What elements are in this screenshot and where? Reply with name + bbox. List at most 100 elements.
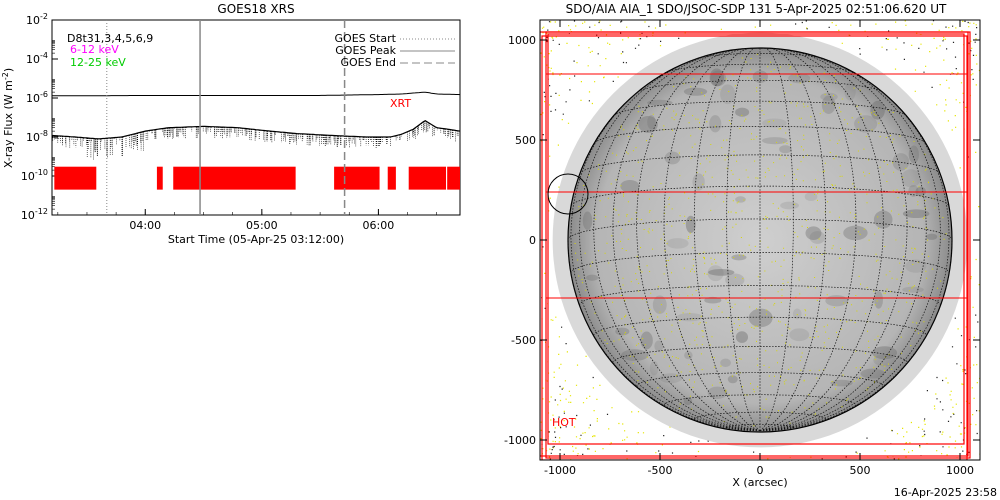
aia-dark-feature xyxy=(735,107,750,117)
goes-ylabel-main: X-ray Flux (W m xyxy=(2,80,15,168)
aia-grid-lines xyxy=(567,47,953,432)
aia-dark-feature xyxy=(789,328,810,342)
goes-noise-path xyxy=(52,120,459,160)
aia-dark-feature xyxy=(735,196,746,203)
goes-x-tick-label: 06:00 xyxy=(363,219,395,232)
aia-dark-feature xyxy=(640,331,653,350)
xrt-label: XRT xyxy=(390,97,411,110)
aia-title: SDO/AIA AIA_1 SDO/JSOC-SDP 131 5-Apr-202… xyxy=(566,2,947,16)
goes-title: GOES18 XRS xyxy=(217,2,294,16)
aia-dark-feature xyxy=(652,295,667,314)
xrt-coverage-bar xyxy=(334,166,380,190)
aia-dark-feature xyxy=(870,100,885,120)
aia-fov-boxes xyxy=(540,31,971,460)
aia-x-axis: -1000 -500 0 500 1000 xyxy=(544,20,974,477)
aia-dark-feature xyxy=(748,308,773,328)
goes-ylabel-unit-exp: -2 xyxy=(1,72,10,80)
aia-dark-feature xyxy=(902,286,924,293)
aia-dark-feature xyxy=(843,225,868,241)
aia-y-tick-label: -500 xyxy=(511,334,536,347)
aia-dark-feature xyxy=(684,351,693,360)
aia-dark-feature xyxy=(926,233,938,240)
aia-dark-feature xyxy=(692,173,705,191)
aia-x-tick-label: 0 xyxy=(757,464,764,477)
aia-dark-feature xyxy=(854,115,878,133)
aia-dark-feature xyxy=(582,211,593,230)
aia-dark-feature xyxy=(780,201,799,210)
aia-dark-feature xyxy=(762,118,787,128)
aia-dark-feature xyxy=(685,215,696,234)
aia-dark-feature xyxy=(873,354,896,367)
aia-xlabel: X (arcsec) xyxy=(732,476,787,489)
aia-dark-feature xyxy=(647,115,656,130)
xrt-coverage-bar xyxy=(408,166,447,190)
goes-chart: GOES18 XRS 10-12 10-10 10-8 10-6 10-4 10-2 04… xyxy=(1,2,461,246)
aia-dark-feature xyxy=(804,192,818,202)
aia-dark-feature xyxy=(709,115,722,133)
aia-y-axis: -1000 -500 0 500 1000 xyxy=(504,34,980,447)
aia-dark-feature xyxy=(908,145,919,164)
aia-dark-feature xyxy=(709,68,725,87)
aia-dark-feature xyxy=(874,291,883,309)
aia-heliographic-grid xyxy=(567,47,953,432)
xrt-coverage-bars xyxy=(54,166,460,190)
aia-dark-feature xyxy=(779,145,792,154)
aia-dark-feature xyxy=(654,340,664,352)
aia-dark-feature xyxy=(664,151,681,165)
aia-dark-feature xyxy=(762,137,788,145)
aia-x-tick-label: 500 xyxy=(850,464,871,477)
goes-y-tick-label: 10-10 xyxy=(21,168,48,183)
goes-plot-frame xyxy=(51,19,461,216)
aia-fov-box xyxy=(547,33,965,445)
aia-dark-feature xyxy=(844,82,856,101)
aia-dark-feature xyxy=(720,358,732,367)
aia-y-tick-label: 500 xyxy=(515,134,536,147)
aia-dark-feature xyxy=(720,84,736,105)
goes-x-tick-label: 05:00 xyxy=(246,219,278,232)
legend-goes-end: GOES End xyxy=(340,56,396,69)
aia-x-tick-label: -500 xyxy=(648,464,673,477)
aia-dark-feature xyxy=(638,115,658,133)
aia-y-tick-label: 1000 xyxy=(508,34,536,47)
aia-dark-feature xyxy=(676,313,704,322)
xrt-coverage-bar xyxy=(387,166,396,190)
aia-dark-feature xyxy=(615,327,630,336)
aia-dark-feature xyxy=(908,184,919,197)
aia-dark-feature xyxy=(707,386,728,399)
legend-6-12kev: 6-12 keV xyxy=(70,43,119,56)
goes-x-tick-label: 04:00 xyxy=(129,219,161,232)
aia-y-tick-label: 0 xyxy=(529,234,536,247)
aia-dark-feature xyxy=(586,274,599,281)
aia-dark-feature xyxy=(647,99,673,106)
aia-dark-feature xyxy=(683,397,693,406)
aia-dark-feature xyxy=(892,153,910,171)
aia-dark-feature xyxy=(725,273,745,287)
aia-dark-feature xyxy=(735,331,749,343)
footer-timestamp: 16-Apr-2025 23:58 xyxy=(894,486,997,499)
aia-dark-feature xyxy=(683,87,708,96)
aia-dark-feature xyxy=(649,360,659,376)
aia-dark-feature xyxy=(621,349,649,361)
goes-y-tick-label: 10-6 xyxy=(26,90,48,105)
legend-12-25kev: 12-25 keV xyxy=(70,56,126,69)
goes-y-tick-label: 10-4 xyxy=(26,51,48,66)
xrt-coverage-bar xyxy=(54,166,97,190)
goes-x-axis: 04:00 05:00 06:00 xyxy=(57,209,437,232)
aia-dark-feature xyxy=(805,226,822,240)
goes-long-channel-line xyxy=(52,91,460,97)
xrt-coverage-bar xyxy=(173,166,296,190)
goes-short-channel-noise xyxy=(52,120,459,160)
xrt-coverage-bar xyxy=(156,166,163,190)
goes-xlabel: Start Time (05-Apr-25 03:12:00) xyxy=(168,233,344,246)
aia-dark-feature xyxy=(901,169,921,188)
aia-dark-feature xyxy=(902,209,930,219)
goes-short-channel-line xyxy=(52,120,460,140)
aia-dark-feature xyxy=(752,70,768,83)
legend-goes-peak: GOES Peak xyxy=(335,44,396,57)
aia-x-tick-label: 1000 xyxy=(946,464,974,477)
aia-dark-feature xyxy=(731,254,747,261)
aia-dark-feature xyxy=(707,265,724,282)
aia-hot-label: HOT xyxy=(552,416,576,429)
goes-y-axis: 10-12 10-10 10-8 10-6 10-4 10-2 xyxy=(21,12,58,222)
